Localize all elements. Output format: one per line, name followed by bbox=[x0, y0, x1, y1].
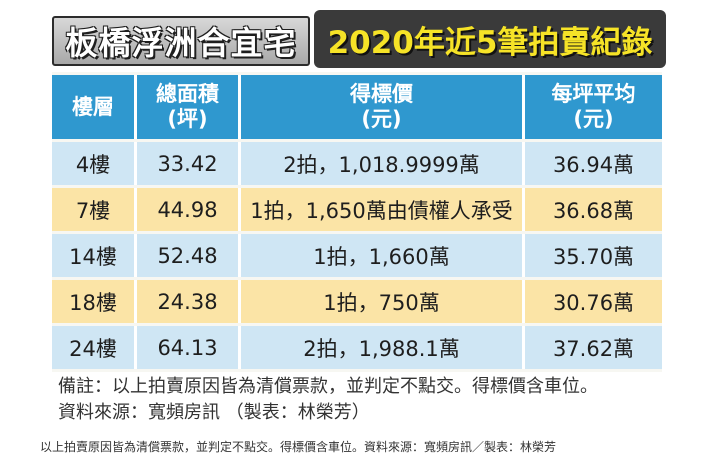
table-row: 24樓 64.13 2拍，1,988.1萬 37.62萬 bbox=[52, 326, 662, 369]
cell-floor: 4樓 bbox=[52, 142, 134, 185]
cell-area: 33.42 bbox=[134, 142, 238, 185]
cell-price: 1拍，1,660萬 bbox=[238, 234, 522, 277]
auction-figure: 板橋浮洲合宜宅 2020年近5筆拍賣紀錄 樓層 總面積 (坪) 得標價 (元) 每坪… bbox=[40, 6, 680, 434]
cell-floor: 18樓 bbox=[52, 280, 134, 323]
table-header-row: 樓層 總面積 (坪) 得標價 (元) 每坪平均 (元) bbox=[52, 75, 662, 139]
table-row: 7樓 44.98 1拍，1,650萬由債權人承受 36.68萬 bbox=[52, 188, 662, 231]
cell-floor: 7樓 bbox=[52, 188, 134, 231]
header-price: 得標價 (元) bbox=[238, 75, 522, 139]
cell-floor: 24樓 bbox=[52, 326, 134, 369]
note-remark: 備註：以上拍賣原因皆為清償票款，並判定不點交。得標價含車位。 bbox=[58, 376, 598, 397]
title-records: 2020年近5筆拍賣紀錄 bbox=[314, 10, 666, 68]
cell-price: 1拍，1,650萬由債權人承受 bbox=[238, 188, 522, 231]
cell-price: 1拍，750萬 bbox=[238, 280, 522, 323]
cell-area: 52.48 bbox=[134, 234, 238, 277]
notes: 備註：以上拍賣原因皆為清償票款，並判定不點交。得標價含車位。 資料來源：寬頻房訊… bbox=[58, 374, 678, 426]
table-row: 18樓 24.38 1拍，750萬 30.76萬 bbox=[52, 280, 662, 323]
cell-price: 2拍，1,018.9999萬 bbox=[238, 142, 522, 185]
cell-avg: 30.76萬 bbox=[522, 280, 662, 323]
image-caption: 以上拍賣原因皆為清償票款，並判定不點交。得標價含車位。資料來源：寬頻房訊／製表：… bbox=[40, 440, 557, 454]
header-floor-text: 樓層 bbox=[72, 94, 114, 119]
note-source: 資料來源：寬頻房訊 （製表：林榮芳） bbox=[58, 402, 370, 423]
table-row: 4樓 33.42 2拍，1,018.9999萬 36.94萬 bbox=[52, 142, 662, 185]
cell-area: 24.38 bbox=[134, 280, 238, 323]
header-floor: 樓層 bbox=[52, 75, 134, 139]
cell-avg: 37.62萬 bbox=[522, 326, 662, 369]
table-row: 14樓 52.48 1拍，1,660萬 35.70萬 bbox=[52, 234, 662, 277]
header-area: 總面積 (坪) bbox=[134, 75, 238, 139]
cell-avg: 35.70萬 bbox=[522, 234, 662, 277]
auction-table: 樓層 總面積 (坪) 得標價 (元) 每坪平均 (元) 4樓 33.42 2拍，1,0… bbox=[52, 72, 662, 372]
cell-area: 44.98 bbox=[134, 188, 238, 231]
header-area-text: 總面積 (坪) bbox=[156, 82, 219, 131]
cell-avg: 36.94萬 bbox=[522, 142, 662, 185]
cell-price: 2拍，1,988.1萬 bbox=[238, 326, 522, 369]
header-avg-text: 每坪平均 (元) bbox=[551, 82, 636, 131]
cell-avg: 36.68萬 bbox=[522, 188, 662, 231]
header-price-text: 得標價 (元) bbox=[350, 82, 413, 131]
cell-floor: 14樓 bbox=[52, 234, 134, 277]
cell-area: 64.13 bbox=[134, 326, 238, 369]
header-avg: 每坪平均 (元) bbox=[522, 75, 662, 139]
title-project: 板橋浮洲合宜宅 bbox=[52, 16, 310, 66]
title-banner: 板橋浮洲合宜宅 2020年近5筆拍賣紀錄 bbox=[52, 10, 672, 68]
